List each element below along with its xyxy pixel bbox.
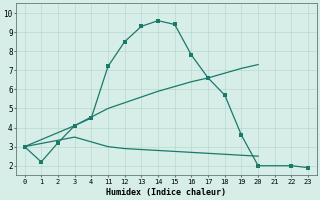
X-axis label: Humidex (Indice chaleur): Humidex (Indice chaleur) [106,188,226,197]
